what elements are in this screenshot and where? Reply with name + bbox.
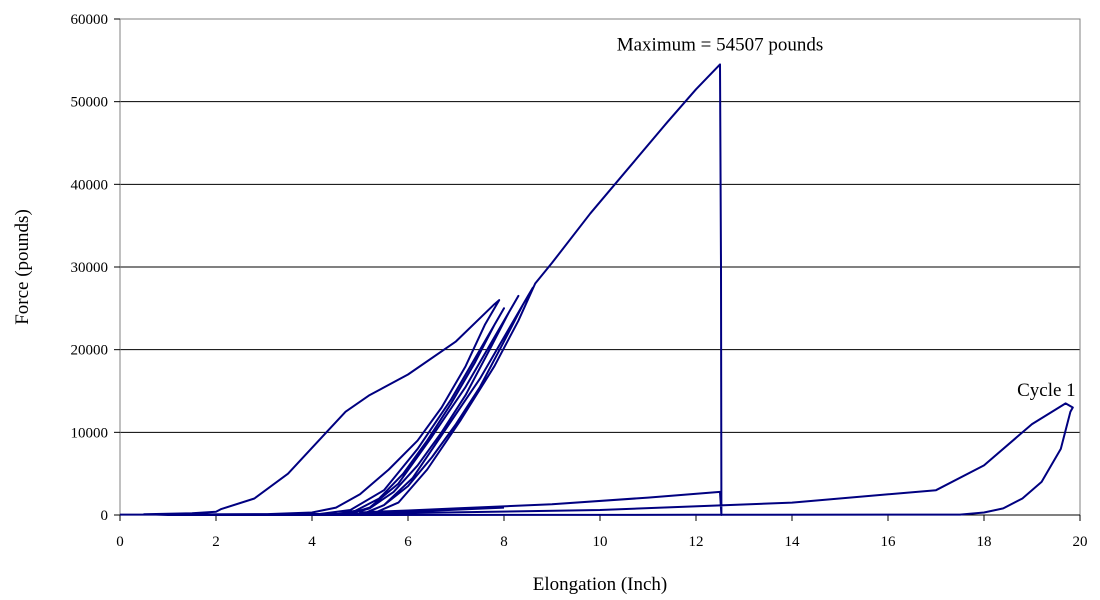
y-tick-label: 30000 xyxy=(71,260,109,276)
y-axis: 0 10000 20000 30000 40000 50000 60000 xyxy=(71,12,120,524)
y-tick-label: 60000 xyxy=(71,12,109,28)
y-tick-label: 40000 xyxy=(71,177,109,193)
x-tick-label: 2 xyxy=(212,534,220,550)
x-axis-label: Elongation (Inch) xyxy=(533,574,668,595)
x-tick-label: 14 xyxy=(785,534,801,550)
annotation-cycle-1: Cycle 1 xyxy=(1017,380,1076,401)
series-line xyxy=(119,63,1074,516)
y-tick-label: 20000 xyxy=(71,343,109,359)
y-tick-label: 0 xyxy=(101,508,109,524)
x-tick-label: 8 xyxy=(500,534,508,550)
x-tick-label: 6 xyxy=(404,534,412,550)
grid-lines xyxy=(120,18,1080,433)
x-tick-label: 0 xyxy=(116,534,124,550)
x-tick-label: 12 xyxy=(689,534,704,550)
x-tick-label: 10 xyxy=(593,534,608,550)
y-axis-label: Force (pounds) xyxy=(12,209,33,325)
x-tick-label: 20 xyxy=(1073,534,1088,550)
x-tick-label: 16 xyxy=(881,534,897,550)
y-tick-label: 10000 xyxy=(71,425,109,441)
x-axis: 0 2 4 6 8 10 12 14 16 18 20 xyxy=(116,514,1088,550)
y-tick-label: 50000 xyxy=(71,95,109,111)
annotation-maximum: Maximum = 54507 pounds xyxy=(617,34,824,55)
x-tick-label: 4 xyxy=(308,534,316,550)
x-tick-label: 18 xyxy=(977,534,992,550)
